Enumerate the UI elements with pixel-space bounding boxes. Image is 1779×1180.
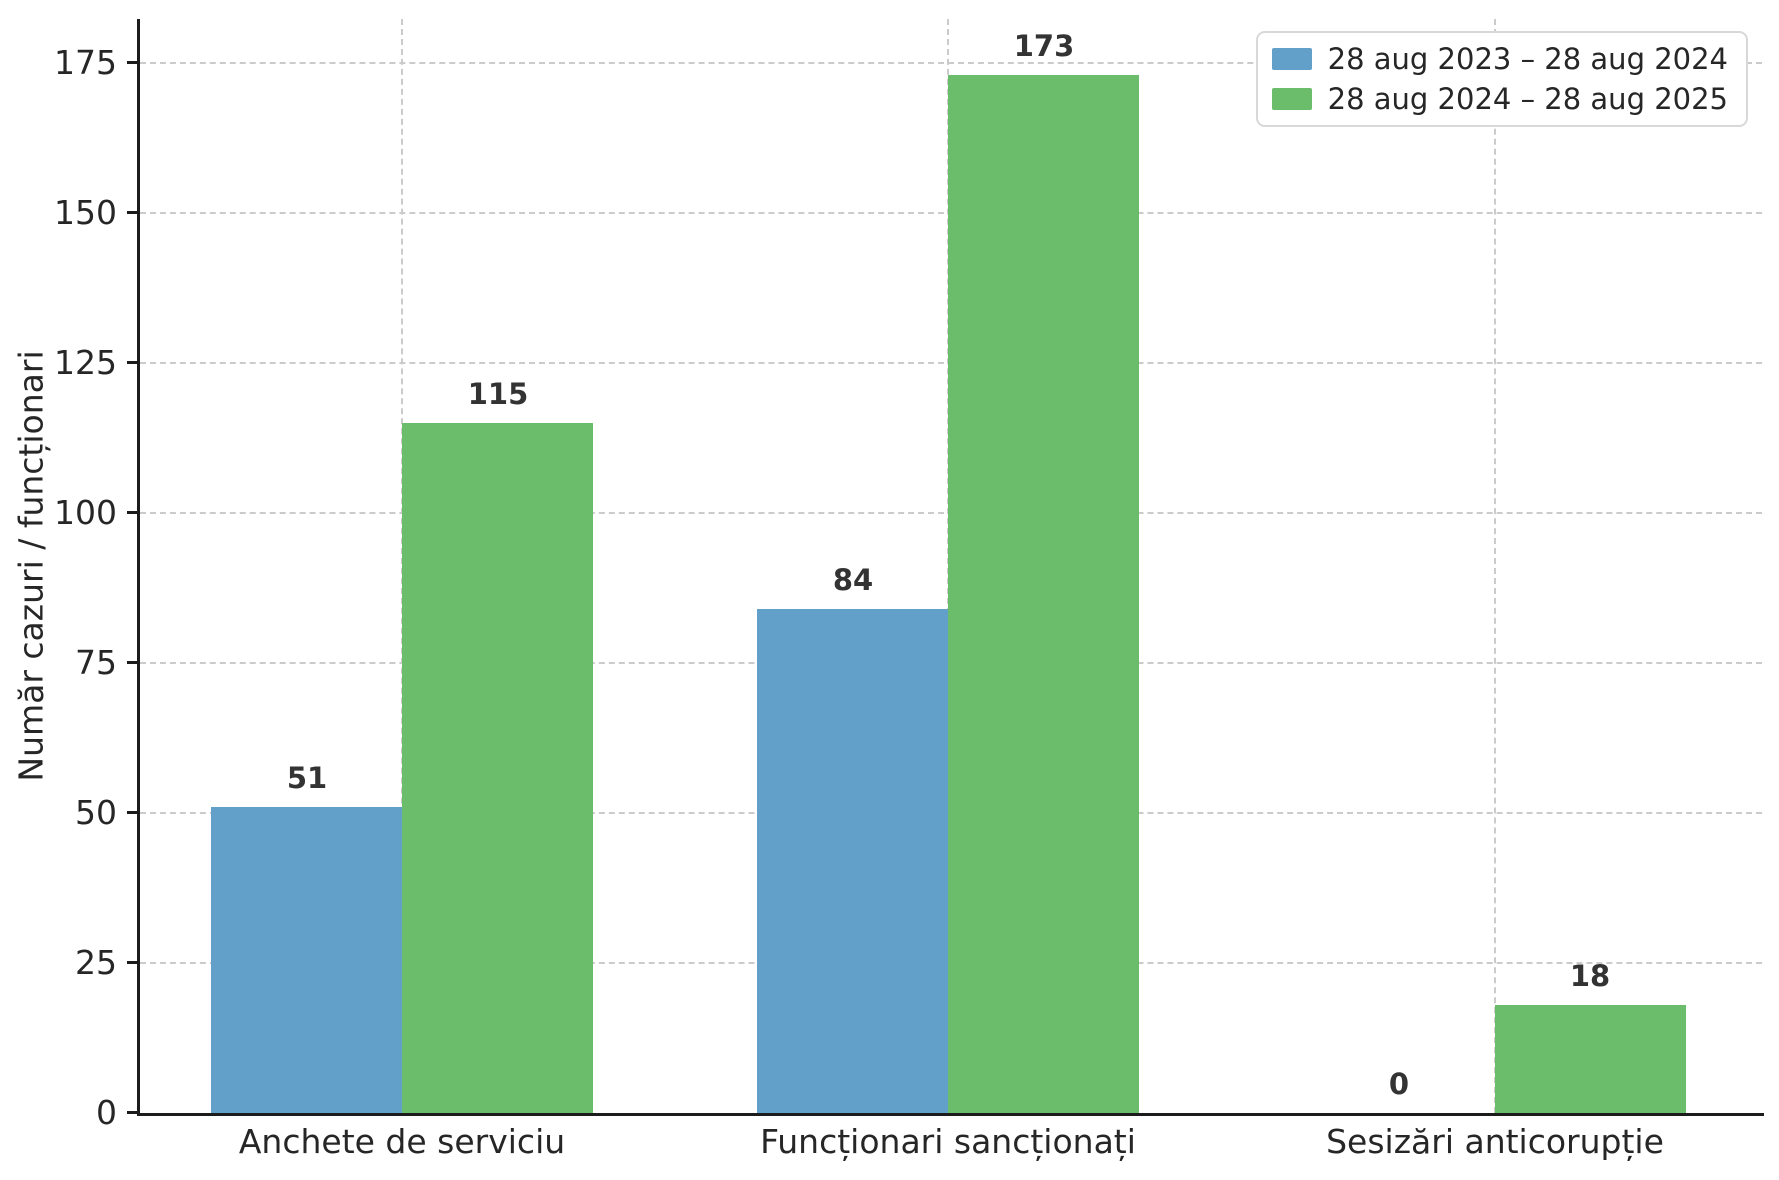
x-axis-line [137, 1113, 1764, 1116]
y-tick-mark [127, 61, 140, 64]
legend-item: 28 aug 2023 – 28 aug 2024 [1271, 41, 1728, 77]
y-tick-mark [127, 811, 140, 814]
legend-label: 28 aug 2023 – 28 aug 2024 [1327, 42, 1728, 76]
bar-value-label: 51 [286, 761, 328, 795]
y-tick-label: 50 [75, 793, 117, 832]
y-tick-label: 175 [54, 43, 117, 82]
x-category-label: Sesizări anticorupție [1326, 1122, 1664, 1161]
y-tick-mark [127, 661, 140, 664]
x-category-label: Funcționari sancționați [760, 1122, 1136, 1161]
y-axis-title: Număr cazuri / funcționari [11, 350, 51, 782]
bar-value-label: 84 [832, 563, 874, 597]
y-tick-label: 75 [75, 643, 117, 682]
legend-swatch-icon [1271, 48, 1312, 70]
legend-item: 28 aug 2024 – 28 aug 2025 [1271, 81, 1728, 117]
bar-value-label: 18 [1569, 959, 1611, 993]
h-gridline [140, 62, 1762, 64]
y-tick-label: 150 [54, 193, 117, 232]
y-tick-label: 125 [54, 343, 117, 382]
legend-swatch-icon [1271, 88, 1312, 110]
y-tick-mark [127, 361, 140, 364]
y-tick-label: 0 [96, 1093, 117, 1132]
bar-series1-cat1 [211, 807, 402, 1113]
x-category-label: Anchete de serviciu [238, 1122, 566, 1161]
legend-label: 28 aug 2024 – 28 aug 2025 [1327, 82, 1728, 116]
y-tick-mark [127, 961, 140, 964]
bar-series2-cat1 [402, 423, 593, 1113]
y-tick-mark [127, 211, 140, 214]
y-tick-mark [127, 511, 140, 514]
v-gridline [1494, 19, 1496, 1113]
bar-value-label: 173 [1013, 29, 1075, 63]
bar-value-label: 0 [1388, 1067, 1410, 1101]
legend: 28 aug 2023 – 28 aug 2024 28 aug 2024 – 2… [1255, 31, 1748, 127]
y-tick-label: 25 [75, 943, 117, 982]
bar-value-label: 115 [467, 377, 529, 411]
y-axis-line [137, 19, 140, 1116]
y-tick-label: 100 [54, 493, 117, 532]
bar-series1-cat2 [757, 609, 948, 1113]
y-tick-mark [127, 1111, 140, 1114]
bar-series2-cat3 [1495, 1005, 1686, 1113]
bar-series2-cat2 [948, 75, 1139, 1113]
